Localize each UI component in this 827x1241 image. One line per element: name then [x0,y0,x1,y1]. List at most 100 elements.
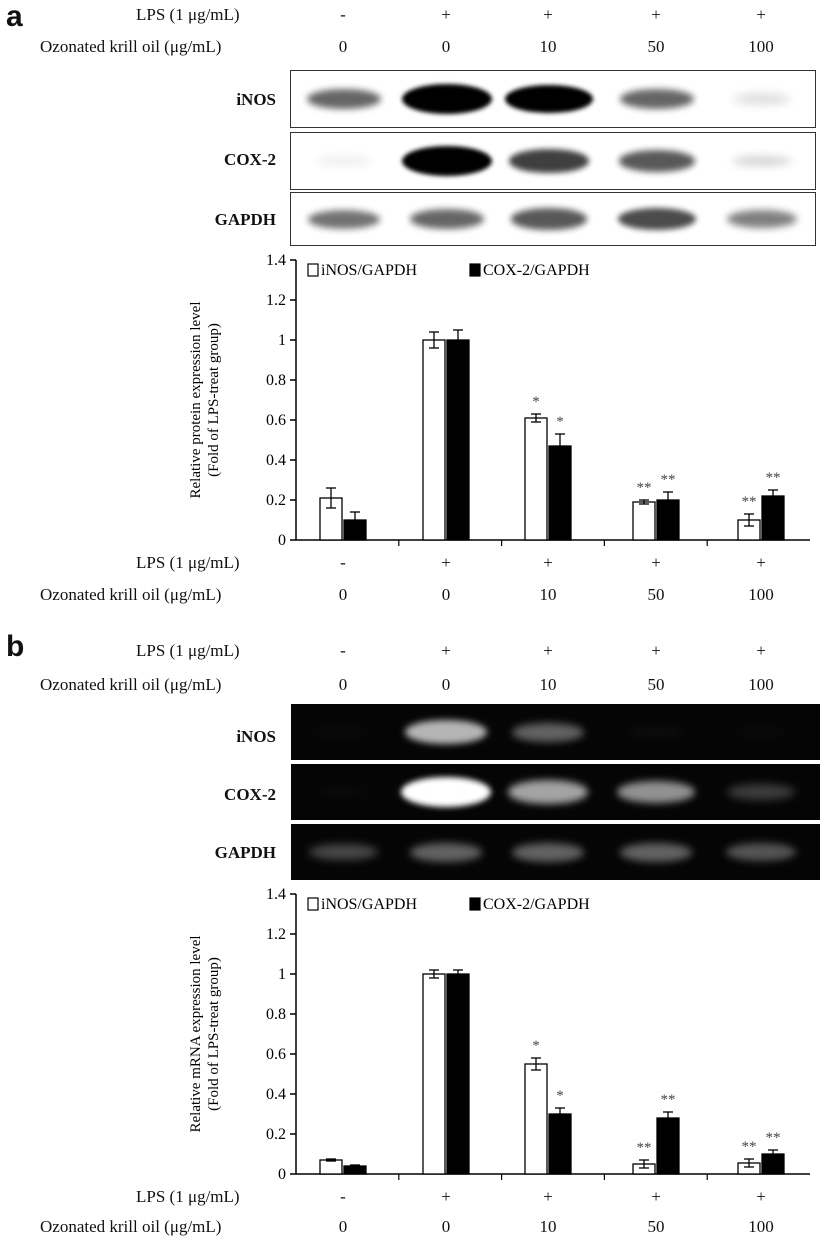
band [511,208,587,230]
panel-a-lps-value: + [543,5,553,24]
band [508,780,588,804]
band [306,88,382,110]
chart-a-oil-value: 0 [338,585,348,604]
panel-b-lps-value: + [441,641,451,660]
band [405,719,487,745]
band [619,842,693,862]
significance-marker: * [556,414,564,430]
band [511,842,585,862]
band [314,727,372,737]
bar [319,1159,343,1175]
y-tick-label: 0.2 [266,492,286,509]
blot-label-inos: iNOS [236,90,276,109]
band [725,843,797,861]
panel-b-oil-value: 100 [748,675,774,694]
y-axis-label: Relative mRNA expression level (Fold of L… [188,935,222,1132]
band [619,88,695,110]
chart-b-oil-value: 10 [539,1217,557,1236]
panel-b-oil-value: 0 [338,675,348,694]
significance-marker: ** [661,1092,676,1108]
gel-gapdh [291,824,820,880]
y-tick-label: 1.2 [266,926,286,943]
panel-b-lps-value: - [340,641,346,660]
chart-a-lps-value: + [441,553,451,572]
lps-label: LPS (1 μg/mL) [136,5,240,24]
bar [656,1117,680,1175]
band [732,93,792,105]
chart-a-lps-label: LPS (1 μg/mL) [136,553,240,572]
chart-b-oil-value: 0 [441,1217,451,1236]
western-blot-inos [290,70,816,128]
band [409,842,483,862]
significance-marker: * [532,1038,540,1054]
y-tick-label: 0.4 [266,1086,286,1103]
lps-label-b: LPS (1 μg/mL) [136,641,240,660]
y-tick-label: 1.4 [266,886,286,903]
panel-a-oil-value: 0 [441,37,451,56]
gel-label-inos: iNOS [236,727,276,746]
chart-b-lps-value: + [756,1187,766,1206]
band [307,209,381,229]
gel-label-cox2: COX-2 [224,785,276,804]
panel-a-lps-value: - [340,5,346,24]
significance-marker: ** [742,494,757,510]
band [315,156,373,166]
y-tick-label: 0.4 [266,452,286,469]
panel-a-oil-value: 50 [647,37,665,56]
bar [422,973,446,1175]
legend-label: COX-2/GAPDH [483,262,590,279]
significance-marker: ** [766,470,781,486]
band [733,727,789,737]
bar [524,417,548,541]
bar [446,973,470,1175]
chart-b-lps-value: - [340,1187,346,1206]
chart-b-oil-value: 0 [338,1217,348,1236]
band [409,208,485,230]
oil-label-b: Ozonated krill oil (μg/mL) [40,675,222,694]
bar [422,339,446,541]
gel-inos [291,704,820,760]
y-tick-label: 0.8 [266,1006,286,1023]
chart-a-oil-value: 50 [647,585,665,604]
y-axis-label-line: Relative protein expression level [188,301,204,498]
legend-label: COX-2/GAPDH [483,896,590,913]
chart-a-lps-value: + [756,553,766,572]
panel-b-lps-value: + [651,641,661,660]
y-axis-label-line: (Fold of LPS-treat group) [206,323,222,477]
band [511,722,585,742]
y-tick-label: 1.4 [266,252,286,269]
y-tick-label: 1 [278,966,286,983]
chart-a-oil-label: Ozonated krill oil (μg/mL) [40,585,222,604]
band [315,787,371,797]
band [732,155,792,167]
panel-b-lps-value: + [543,641,553,660]
significance-marker: ** [637,1140,652,1156]
panel-b-oil-value: 50 [647,675,665,694]
significance-marker: ** [637,480,652,496]
significance-marker: * [556,1088,564,1104]
band [727,784,795,800]
y-tick-label: 1.2 [266,292,286,309]
chart-b-lps-value: + [543,1187,553,1206]
band [619,150,695,172]
chart-b-oil-value: 50 [647,1217,665,1236]
significance-marker: ** [742,1139,757,1155]
chart-a-lps-value: + [543,553,553,572]
bar [446,339,470,541]
chart-a-lps-value: + [651,553,661,572]
panel-a-lps-value: + [756,5,766,24]
band [726,210,798,228]
protein-expression-chart: Relative protein expression level (Fold o… [188,252,810,549]
chart-b-lps-value: + [651,1187,661,1206]
chart-b-lps-label: LPS (1 μg/mL) [136,1187,240,1206]
y-tick-label: 0 [278,1166,286,1183]
chart-a-lps-value: - [340,553,346,572]
y-tick-label: 1 [278,332,286,349]
significance-marker: * [532,394,540,410]
gel-label-gapdh: GAPDH [214,843,276,862]
panel-a-oil-value: 10 [539,37,557,56]
band [402,84,492,114]
band [401,777,491,807]
oil-label: Ozonated krill oil (μg/mL) [40,37,222,56]
bar [548,1113,572,1175]
